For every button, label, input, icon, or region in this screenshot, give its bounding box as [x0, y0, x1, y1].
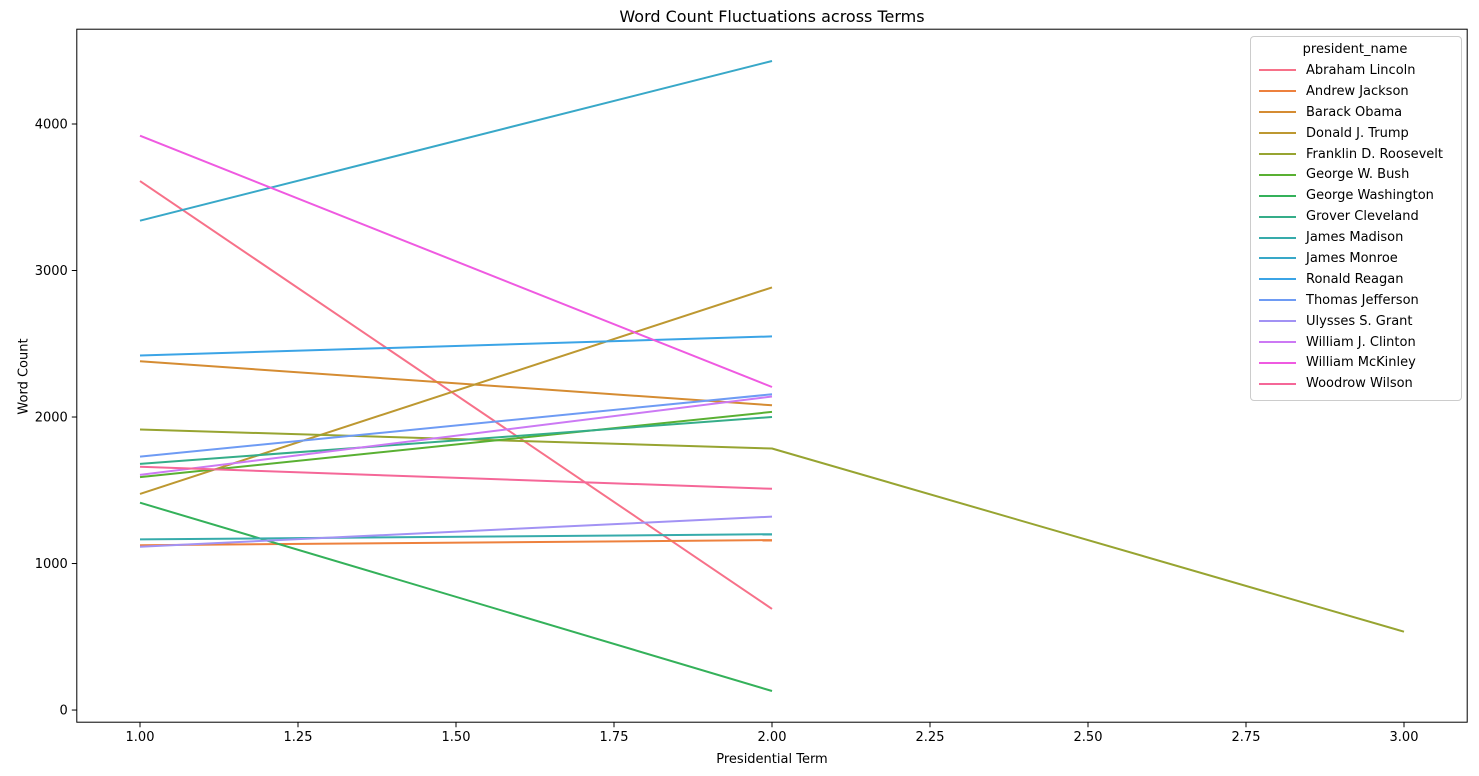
legend-swatch-icon [1259, 299, 1296, 302]
legend-item: William McKinley [1259, 352, 1451, 373]
x-tick-label: 3.00 [1390, 730, 1419, 745]
x-tick-label: 1.50 [442, 730, 471, 745]
legend-label: William J. Clinton [1306, 334, 1416, 350]
legend-label: William McKinley [1306, 355, 1416, 371]
legend-label: Franklin D. Roosevelt [1306, 146, 1444, 162]
legend-swatch-icon [1259, 278, 1296, 281]
legend-label: Ronald Reagan [1306, 271, 1404, 287]
legend-swatch-icon [1259, 320, 1296, 323]
legend-swatch-icon [1259, 194, 1296, 197]
legend-label: Grover Cleveland [1306, 209, 1419, 225]
chart-title: Word Count Fluctuations across Terms [619, 7, 925, 26]
series-line-andrew-jackson [139, 539, 773, 547]
x-tick-label: 2.25 [916, 730, 945, 745]
series-line-ulysses-s-grant [139, 515, 773, 548]
series-line-james-madison [139, 533, 773, 541]
legend-swatch-icon [1259, 90, 1296, 93]
legend-item: Ulysses S. Grant [1259, 311, 1451, 332]
legend-swatch-icon [1259, 382, 1296, 385]
legend-swatch-icon [1259, 215, 1296, 218]
series-line-george-w-bush [139, 410, 773, 479]
x-tick-label: 2.75 [1232, 730, 1261, 745]
legend-label: George W. Bush [1306, 167, 1410, 183]
x-tick-label: 2.50 [1074, 730, 1103, 745]
legend-item: Grover Cleveland [1259, 206, 1451, 227]
legend-swatch-icon [1259, 69, 1296, 72]
legend-swatch-icon [1259, 132, 1296, 135]
series-line-franklin-d-roosevelt [139, 428, 1405, 633]
y-tick-label: 4000 [35, 117, 68, 132]
legend-label: James Madison [1306, 230, 1404, 246]
legend-item: Andrew Jackson [1259, 81, 1451, 102]
legend-swatch-icon [1259, 341, 1296, 344]
series-line-william-j-clinton [139, 395, 773, 476]
legend-label: Woodrow Wilson [1306, 376, 1413, 392]
legend-label: Thomas Jefferson [1306, 292, 1419, 308]
legend-item: Barack Obama [1259, 102, 1451, 123]
series-line-grover-cleveland [139, 416, 773, 465]
x-tick-label: 2.00 [758, 730, 787, 745]
legend-item: James Monroe [1259, 248, 1451, 269]
x-tick-label: 1.25 [284, 730, 313, 745]
legend-label: James Monroe [1306, 250, 1398, 266]
legend-item: Abraham Lincoln [1259, 60, 1451, 81]
legend-item: Thomas Jefferson [1259, 290, 1451, 311]
series-line-donald-j-trump [139, 286, 773, 495]
y-tick-label: 2000 [35, 411, 68, 426]
y-tick-label: 1000 [35, 557, 68, 572]
legend-swatch-icon [1259, 173, 1296, 176]
legend-item: Ronald Reagan [1259, 269, 1451, 290]
series-line-james-monroe [139, 60, 773, 222]
series-line-abraham-lincoln [139, 180, 773, 610]
legend-item: George W. Bush [1259, 164, 1451, 185]
legend-label: Abraham Lincoln [1306, 62, 1416, 78]
legend-swatch-icon [1259, 153, 1296, 155]
legend-label: Ulysses S. Grant [1306, 313, 1413, 329]
series-line-barack-obama [139, 360, 773, 407]
legend-swatch-icon [1259, 361, 1296, 364]
x-axis-label: Presidential Term [716, 752, 828, 767]
legend-item: William J. Clinton [1259, 332, 1451, 353]
series-line-ronald-reagan [139, 335, 773, 357]
legend-swatch-icon [1259, 111, 1296, 114]
legend-item: James Madison [1259, 227, 1451, 248]
legend-rows: Abraham Lincoln Andrew Jackson Barack Obam… [1259, 60, 1451, 394]
legend-title: president_name [1302, 42, 1408, 57]
legend-item: Woodrow Wilson [1259, 373, 1451, 394]
legend: president_name Abraham Lincoln Andrew Jac… [1250, 36, 1462, 402]
legend-label: George Washington [1306, 188, 1434, 204]
y-axis-label: Word Count [16, 338, 32, 415]
legend-item: George Washington [1259, 185, 1451, 206]
x-tick-label: 1.75 [600, 730, 629, 745]
legend-label: Donald J. Trump [1306, 125, 1409, 141]
series-line-george-washington [139, 501, 773, 692]
legend-swatch-icon [1259, 257, 1296, 260]
y-tick-label: 3000 [35, 264, 68, 279]
x-tick-label: 1.00 [126, 730, 155, 745]
legend-label: Andrew Jackson [1306, 83, 1409, 99]
y-tick-label: 0 [60, 704, 68, 719]
series-line-william-mckinley [139, 134, 773, 388]
series-line-thomas-jefferson [139, 393, 773, 458]
legend-item: Franklin D. Roosevelt [1259, 144, 1451, 165]
legend-item: Donald J. Trump [1259, 123, 1451, 144]
legend-swatch-icon [1259, 236, 1296, 239]
legend-label: Barack Obama [1306, 104, 1403, 120]
series-line-woodrow-wilson [139, 465, 773, 490]
